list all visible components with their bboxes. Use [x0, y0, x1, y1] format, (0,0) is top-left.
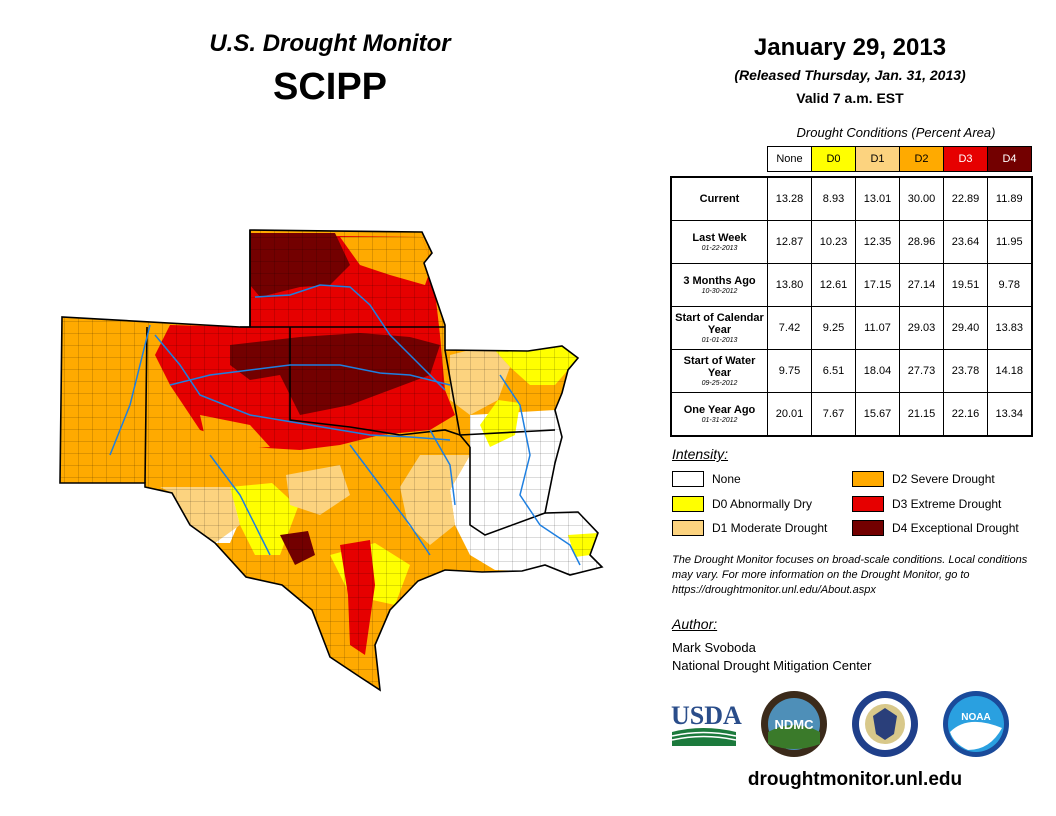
table-cell: 28.96: [899, 220, 944, 264]
table-cell: 22.89: [943, 176, 988, 221]
table-cell: 11.07: [855, 306, 900, 350]
intensity-title: Intensity:: [672, 446, 729, 462]
svg-text:NDMC: NDMC: [775, 717, 815, 732]
table-cell: 21.15: [899, 392, 944, 437]
table-cell: 11.95: [987, 220, 1032, 264]
table-cell: 23.78: [943, 349, 988, 393]
table-cell: 12.61: [811, 263, 856, 307]
table-cell: 22.16: [943, 392, 988, 437]
table-cell: 19.51: [943, 263, 988, 307]
col-header-d2: D2: [899, 146, 944, 172]
legend-swatch: [672, 520, 704, 536]
table-cell: 29.03: [899, 306, 944, 350]
table-cell: 9.75: [767, 349, 812, 393]
author-label: Author:: [672, 616, 718, 632]
nidis-seal-icon: [852, 691, 918, 757]
row-label: Start of Calendar Year 01-01-2013: [670, 306, 768, 350]
table-cell: 11.89: [987, 176, 1032, 221]
col-header-d3: D3: [943, 146, 988, 172]
legend-item-d2: D2 Severe Drought: [852, 471, 995, 487]
release-date: (Released Thursday, Jan. 31, 2013): [734, 67, 966, 83]
table-cell: 7.42: [767, 306, 812, 350]
author-name: Mark Svoboda: [672, 640, 756, 655]
legend-swatch: [852, 520, 884, 536]
region-title: SCIPP: [272, 66, 388, 108]
table-cell: 13.28: [767, 176, 812, 221]
usda-logo: USDA: [671, 701, 742, 746]
legend-label: D2 Severe Drought: [892, 472, 995, 486]
table-corner: [671, 147, 768, 172]
table-row: Start of Water Year 09-25-2012 9.75 6.51 …: [670, 349, 1032, 393]
legend-swatch: [852, 496, 884, 512]
col-header-d0: D0: [811, 146, 856, 172]
table-cell: 15.67: [855, 392, 900, 437]
state-borders: [59, 229, 604, 692]
row-label: Current: [670, 176, 768, 221]
legend-item-d4: D4 Exceptional Drought: [852, 520, 1019, 536]
map-title: U.S. Drought Monitor: [209, 30, 451, 57]
table-cell: 13.01: [855, 176, 900, 221]
map-date: January 29, 2013: [753, 34, 947, 61]
legend-item-none: None: [672, 471, 741, 487]
table-row: One Year Ago 01-31-2012 20.01 7.67 15.67 …: [670, 392, 1032, 437]
valid-time: Valid 7 a.m. EST: [796, 90, 904, 106]
agency-logos: USDA NDMC NOAA: [671, 691, 1009, 757]
table-cell: 8.93: [811, 176, 856, 221]
table-cell: 14.18: [987, 349, 1032, 393]
svg-text:NOAA: NOAA: [961, 712, 990, 723]
col-header-d1: D1: [855, 146, 900, 172]
col-header-d4: D4: [987, 146, 1032, 172]
legend-label: D3 Extreme Drought: [892, 497, 1002, 511]
table-cell: 13.34: [987, 392, 1032, 437]
table-cell: 9.25: [811, 306, 856, 350]
table-cell: 30.00: [899, 176, 944, 221]
table-row: Start of Calendar Year 01-01-2013 7.42 9.…: [670, 306, 1032, 350]
legend-item-d0: D0 Abnormally Dry: [672, 496, 812, 512]
table-cell: 12.35: [855, 220, 900, 264]
svg-text:USDA: USDA: [671, 701, 742, 730]
table-cell: 17.15: [855, 263, 900, 307]
disclaimer-note: The Drought Monitor focuses on broad-sca…: [672, 554, 1028, 596]
noaa-logo: NOAA: [943, 691, 1009, 757]
website-link[interactable]: droughtmonitor.unl.edu: [747, 769, 963, 790]
ndmc-logo: NDMC: [761, 691, 827, 757]
table-row: Current 13.28 8.93 13.01 30.00 22.89 11.…: [670, 176, 1032, 221]
author-org: National Drought Mitigation Center: [672, 658, 872, 673]
legend-label: D1 Moderate Drought: [712, 521, 828, 535]
table-row: 3 Months Ago 10-30-2012 13.80 12.61 17.15…: [670, 263, 1032, 307]
legend-swatch: [852, 471, 884, 487]
legend-label: D4 Exceptional Drought: [892, 521, 1019, 535]
legend-item-d1: D1 Moderate Drought: [672, 520, 827, 536]
legend-item-d3: D3 Extreme Drought: [852, 496, 1001, 512]
table-cell: 10.23: [811, 220, 856, 264]
table-cell: 9.78: [987, 263, 1032, 307]
legend-swatch: [672, 496, 704, 512]
row-label: Start of Water Year 09-25-2012: [670, 349, 768, 393]
legend-swatch: [672, 471, 704, 487]
col-header-none: None: [767, 146, 812, 172]
table-cell: 27.14: [899, 263, 944, 307]
drought-areas: [60, 230, 602, 690]
table-cell: 27.73: [899, 349, 944, 393]
legend-label: D0 Abnormally Dry: [712, 497, 813, 511]
drought-conditions-table: None D0 D1 D2 D3 D4 Current 13.28 8.93 1…: [670, 146, 1033, 437]
table-row: Last Week 01-22-2013 12.87 10.23 12.35 28…: [670, 220, 1032, 264]
table-cell: 29.40: [943, 306, 988, 350]
table-cell: 13.83: [987, 306, 1032, 350]
table-cell: 23.64: [943, 220, 988, 264]
table-cell: 20.01: [767, 392, 812, 437]
row-label: One Year Ago 01-31-2012: [670, 392, 768, 437]
county-lines: [60, 230, 602, 690]
table-caption: Drought Conditions (Percent Area): [796, 125, 996, 140]
table-cell: 12.87: [767, 220, 812, 264]
rivers: [109, 284, 581, 566]
row-label: 3 Months Ago 10-30-2012: [670, 263, 768, 307]
table-cell: 18.04: [855, 349, 900, 393]
row-label: Last Week 01-22-2013: [670, 220, 768, 264]
drought-map: [59, 229, 604, 692]
table-cell: 7.67: [811, 392, 856, 437]
table-cell: 13.80: [767, 263, 812, 307]
legend-label: None: [712, 472, 741, 486]
table-cell: 6.51: [811, 349, 856, 393]
